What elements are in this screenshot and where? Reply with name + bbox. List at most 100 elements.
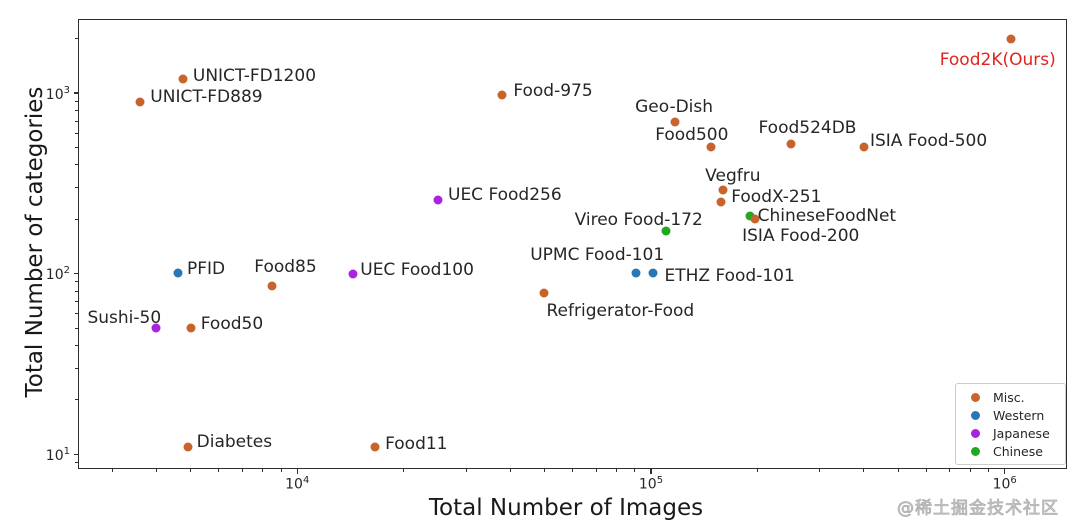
point-label-geo-dish: Geo-Dish [635,97,714,118]
point-label-isia-food-200: ISIA Food-200 [742,226,860,247]
point-label-unict-fd1200: UNICT-FD1200 [192,65,317,86]
x-minor-tick [509,469,511,472]
x-tick-label: 105 [638,475,664,493]
point-label-unict-fd889: UNICT-FD889 [150,87,263,108]
data-point-vireo-food-172 [661,226,671,236]
y-minor-tick [75,146,78,148]
data-point-vegfru [718,185,728,195]
legend-label-japanese: Japanese [993,425,1050,441]
data-point-unict-fd1200 [178,74,188,84]
data-point-ethz-food-101 [648,268,657,278]
point-label-pfid: PFID [186,258,226,279]
point-label-chinesefoodnet: ChineseFoodNet [757,206,897,227]
legend-label-chinese: Chinese [993,443,1043,459]
legend: Misc. Western Japanese Chinese [955,383,1066,465]
y-axis-title: Total Number of categories [22,86,48,398]
point-label-isia-food-500: ISIA Food-500 [869,131,988,152]
data-point-uec-food256 [433,195,443,205]
x-minor-tick [819,469,821,472]
x-minor-tick [988,469,990,472]
data-point-pfid [173,268,183,278]
data-point-foodx-251 [716,197,726,206]
watermark: @稀土掘金技术社区 [897,498,1059,519]
x-minor-tick [756,469,758,472]
y-minor-tick [75,164,78,166]
x-minor-tick [949,469,951,472]
x-minor-tick [241,469,243,472]
legend-item-misc: Misc. [956,388,1065,406]
x-minor-tick [925,469,927,472]
x-tick-label: 104 [285,475,310,493]
y-major-tick [73,92,78,94]
data-point-food-975 [497,90,507,100]
x-minor-tick [572,469,573,472]
point-label-food11: Food11 [385,433,448,454]
data-point-food524db [786,139,795,149]
y-minor-tick [75,218,78,220]
x-minor-tick [543,469,545,472]
data-point-diabetes [183,442,193,452]
x-minor-tick [595,469,597,472]
point-label-upmc-food-101: UPMC Food-101 [530,244,665,265]
x-minor-tick [897,469,899,472]
y-major-tick [73,453,78,455]
point-label-uec-food256: UEC Food256 [448,184,562,205]
x-tick-label: 106 [992,475,1017,493]
y-minor-tick [75,301,78,303]
data-point-upmc-food-101 [631,268,641,278]
data-point-unict-fd889 [135,97,145,107]
data-point-uec-food100 [348,269,358,279]
data-point-geo-dish [670,117,680,127]
data-point-sushi-50 [151,323,161,333]
point-label-food500: Food500 [655,125,729,146]
data-point-food50 [186,323,196,333]
y-minor-tick [75,345,78,347]
point-label-ethz-food-101: ETHZ Food-101 [664,265,795,286]
y-minor-tick [75,38,78,40]
y-minor-tick [75,290,78,292]
y-tick-label: 102 [45,265,70,284]
y-minor-tick [75,313,78,315]
legend-label-misc: Misc. [993,389,1025,405]
y-tick-label: 101 [45,446,70,464]
x-minor-tick [969,469,971,472]
y-minor-tick [75,462,78,464]
x-minor-tick [403,469,405,472]
point-label-vegfru: Vegfru [705,165,761,186]
x-minor-tick [218,469,220,472]
legend-item-chinese: Chinese [956,442,1065,460]
x-minor-tick [634,469,636,472]
data-point-food85 [267,281,277,291]
plot-area [78,19,1067,469]
point-label-sushi-50: Sushi-50 [87,308,162,329]
y-minor-tick [75,327,78,329]
data-point-food500 [706,142,716,152]
point-label-food2k-ours: Food2K(Ours) [939,49,1056,70]
legend-swatch-western [971,410,980,420]
point-label-refrigerator-food: Refrigerator-Food [546,301,695,322]
y-minor-tick [75,120,78,122]
x-major-tick [1004,469,1006,474]
point-label-uec-food100: UEC Food100 [360,259,474,280]
point-label-foodx-251: FoodX-251 [731,186,822,207]
y-minor-tick [75,132,78,134]
legend-label-western: Western [993,407,1045,423]
legend-item-japanese: Japanese [956,424,1065,442]
data-point-food2k-ours [1006,34,1016,44]
x-minor-tick [262,469,264,472]
y-major-tick [73,273,78,275]
data-point-isia-food-200 [750,214,760,224]
x-major-tick [650,469,652,474]
x-minor-tick [863,469,865,472]
point-label-vireo-food-172: Vireo Food-172 [574,210,703,231]
point-label-food524db: Food524DB [758,117,857,138]
x-minor-tick [280,469,282,472]
x-minor-tick [111,469,113,472]
y-minor-tick [75,100,78,102]
y-minor-tick [75,399,78,401]
y-minor-tick [75,110,78,112]
data-point-food11 [370,442,380,452]
x-minor-tick [616,469,618,472]
point-label-diabetes: Diabetes [196,431,273,452]
